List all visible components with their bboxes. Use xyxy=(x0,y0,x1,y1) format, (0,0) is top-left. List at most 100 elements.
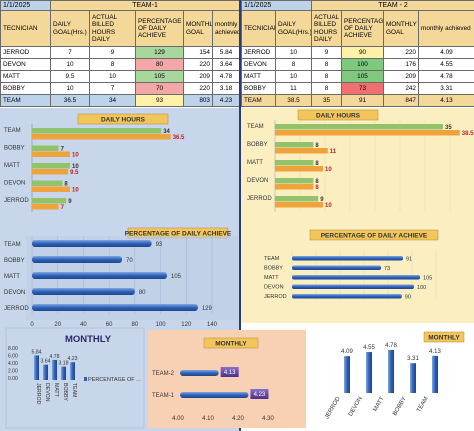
bar-devon xyxy=(292,284,414,289)
cell-pct[interactable]: 129 xyxy=(135,46,184,59)
data-label: 10 xyxy=(72,164,79,170)
data-label: 3.18 xyxy=(58,361,68,367)
bar-matt-s1 xyxy=(32,169,69,175)
cell-actual[interactable]: 8 xyxy=(311,58,342,71)
t1-monthly-title: MONTHLY xyxy=(65,334,112,345)
cell-actual[interactable]: 8 xyxy=(89,58,136,71)
y-tick-label: 0.00 xyxy=(8,376,18,382)
cell-pct[interactable]: 80 xyxy=(135,58,184,71)
cell-goal[interactable]: 10 xyxy=(275,46,312,59)
data-label: 91 xyxy=(406,257,412,263)
x-tick-label: 4.00 xyxy=(172,416,184,422)
legend-label: PERCENTAGE OF ... xyxy=(88,377,141,383)
data-label: 3.64 xyxy=(40,359,50,365)
col-header: ACTUAL BILLED HOURS DAILY xyxy=(89,10,136,47)
t2-daily-hours-title: DAILY HOURS xyxy=(316,113,361,120)
cell-goal[interactable]: 9.5 xyxy=(50,70,90,83)
cell-goal[interactable]: 11 xyxy=(275,82,312,95)
cell-name[interactable]: JERROD xyxy=(241,46,276,59)
data-label: 10 xyxy=(325,203,332,209)
cell-mgoal[interactable]: 220 xyxy=(183,58,213,71)
cell-mgoal[interactable]: 176 xyxy=(383,58,419,71)
category-label: TEAM-2 xyxy=(152,371,175,377)
category-label: MATT xyxy=(4,274,20,280)
bar-team-s0 xyxy=(275,124,443,130)
data-label: 3.31 xyxy=(407,356,419,362)
x-tick-label: 20 xyxy=(54,322,61,328)
cell-mach[interactable]: 3.31 xyxy=(418,82,474,95)
cell-goal[interactable]: 10 xyxy=(275,70,312,83)
t2-pct-title: PERCENTAGE OF DAILY ACHIEVE xyxy=(321,233,428,240)
data-label: 38.5 xyxy=(462,131,474,137)
team2-total-actual[interactable]: 35 xyxy=(311,94,342,107)
bar-jerrod-s1 xyxy=(275,202,323,208)
bar-bobby xyxy=(410,363,416,393)
data-label: 100 xyxy=(417,285,426,291)
data-label: 8 xyxy=(64,182,68,188)
category-label: DEVON xyxy=(247,178,268,184)
data-label: 4.78 xyxy=(385,343,397,349)
category-label: DEVON xyxy=(44,383,50,402)
bar-devon xyxy=(32,288,135,295)
bar-matt-s1 xyxy=(275,166,323,172)
cell-name[interactable]: DEVON xyxy=(0,58,51,71)
cell-mach[interactable]: 5.84 xyxy=(211,46,241,59)
cell-name[interactable]: BOBBY xyxy=(241,82,276,95)
col-header: TECNICIAN xyxy=(0,10,51,47)
bar-devon-s0 xyxy=(275,178,314,184)
category-label: JERROD xyxy=(35,383,41,405)
team2-total-name[interactable]: TEAM xyxy=(241,94,276,107)
team1-total-goal[interactable]: 36.5 xyxy=(50,94,90,107)
data-label: 90 xyxy=(405,295,411,301)
cell-actual[interactable]: 9 xyxy=(89,46,136,59)
category-label: BOBBY xyxy=(264,266,283,272)
table-row: MATT 9.5 10 105 209 4.78 xyxy=(0,70,241,83)
cell-mach[interactable]: 4.78 xyxy=(418,70,474,83)
cell-pct[interactable]: 105 xyxy=(341,70,384,83)
cell-mgoal[interactable]: 220 xyxy=(383,46,419,59)
data-label: 8 xyxy=(315,185,319,191)
x-tick-label: 4.20 xyxy=(232,416,244,422)
bar-devon-s1 xyxy=(275,184,314,190)
team1-total-pct[interactable]: 93 xyxy=(135,94,184,107)
category-label: MATT xyxy=(4,163,20,169)
category-label: TEAM-1 xyxy=(152,393,175,399)
cell-goal[interactable]: 8 xyxy=(275,58,312,71)
data-label: 70 xyxy=(126,258,133,264)
table-row: DEVON 10 8 80 220 3.64 xyxy=(0,58,241,71)
data-label: 73 xyxy=(384,266,390,272)
cell-name[interactable]: JERROD xyxy=(0,46,51,59)
data-label: 5.84 xyxy=(31,349,41,355)
cell-actual[interactable]: 8 xyxy=(311,70,342,83)
category-label: JERROD xyxy=(4,306,29,312)
category-label: JERROD xyxy=(4,198,29,204)
team1-total-actual[interactable]: 34 xyxy=(89,94,136,107)
data-label: 129 xyxy=(202,306,213,312)
team1-total-mach[interactable]: 4.23 xyxy=(211,94,241,107)
data-label: 10 xyxy=(72,188,79,194)
category-label: TEAM xyxy=(4,242,21,248)
team2-total-pct[interactable]: 91 xyxy=(341,94,384,107)
cell-mgoal[interactable]: 154 xyxy=(183,46,213,59)
bar-team-1 xyxy=(180,392,249,398)
bar-jerrod xyxy=(32,304,198,311)
data-label: 10 xyxy=(72,153,79,159)
cell-mgoal[interactable]: 209 xyxy=(183,70,213,83)
team2-total-mgoal[interactable]: 847 xyxy=(383,94,419,107)
cell-pct[interactable]: 73 xyxy=(341,82,384,95)
bar-team xyxy=(70,362,75,380)
cell-mach[interactable]: 4.09 xyxy=(418,46,474,59)
bar-team-2 xyxy=(180,370,219,376)
category-label: BOBBY xyxy=(4,146,25,152)
cell-pct[interactable]: 105 xyxy=(135,70,184,83)
bar-jerrod xyxy=(34,355,39,380)
team2-total-mach[interactable]: 4.13 xyxy=(418,94,474,107)
bar-jerrod-s0 xyxy=(275,196,319,202)
data-label: 4.13 xyxy=(224,370,236,376)
category-label: MATT xyxy=(53,383,59,398)
col-header: MONTHLY GOAL xyxy=(383,10,419,47)
cell-goal[interactable]: 10 xyxy=(50,82,90,95)
cell-goal[interactable]: 7 xyxy=(50,46,90,59)
cell-mach[interactable]: 4.55 xyxy=(418,58,474,71)
